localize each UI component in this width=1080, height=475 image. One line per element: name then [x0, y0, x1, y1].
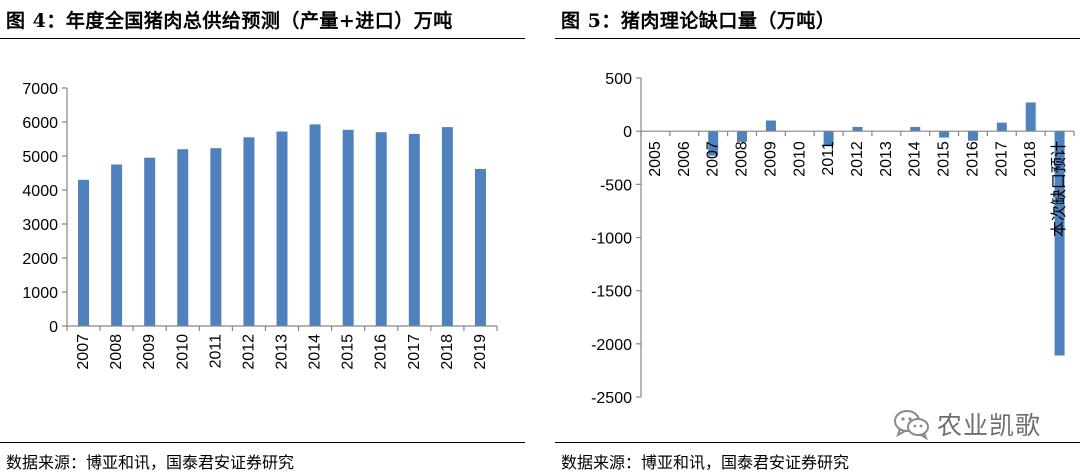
bar-2019 [474, 168, 486, 326]
bar-2015 [342, 129, 354, 326]
x-category-label: 2011 [207, 334, 224, 369]
source-rule [555, 442, 1080, 443]
x-category-label: 2016 [373, 334, 390, 370]
bar-2015 [939, 131, 950, 138]
pork-gap-chart: -2500 -2000 -1500 -1000 -500 0 500 2005 2006 2007… [591, 71, 1075, 407]
bar-2009 [765, 120, 776, 132]
x-category-label: 2018 [439, 334, 456, 370]
x-category-label: 2009 [762, 141, 779, 177]
supply-forecast-chart: 0 1000 2000 3000 4000 5000 6000 7000 2007 2008 200… [22, 81, 498, 370]
y-tick-label: -2000 [591, 337, 632, 354]
y-tick-label: 500 [605, 71, 632, 88]
x-category-label: 2013 [274, 334, 291, 370]
data-source-note: 数据来源：博亚和讯，国泰君安证券研究 [6, 453, 295, 472]
x-category-label: 2016 [964, 141, 981, 177]
x-category-label: 2015 [340, 334, 357, 370]
x-category-label: 2014 [307, 334, 324, 370]
bar-2011 [210, 148, 222, 326]
x-category-label: 2007 [75, 334, 92, 370]
y-tick-label: -1500 [591, 284, 632, 301]
title-rule [555, 38, 1080, 39]
bar-2012 [243, 137, 255, 326]
bar-2018 [441, 127, 453, 326]
x-category-label: 2013 [878, 141, 895, 177]
x-category-label: 2015 [936, 141, 953, 177]
y-tick-label: -2500 [591, 390, 632, 407]
x-category-label: 2017 [406, 334, 423, 370]
y-tick-label: -1000 [591, 231, 632, 248]
figure-4-title: 图 4：年度全国猪肉总供给预测（产量+进口）万吨 [6, 10, 453, 32]
wechat-icon [894, 410, 929, 440]
y-tick-label: -500 [600, 177, 632, 194]
bar-2014 [309, 124, 321, 326]
y-tick-label: 4000 [22, 183, 58, 200]
right-figure-panel: 图 5：猪肉理论缺口量（万吨） -2500 -2000 -1500 -1000 -500… [555, 0, 1080, 475]
x-category-label: 2005 [647, 141, 664, 177]
bar-2012 [852, 126, 863, 132]
bar-2017 [408, 133, 420, 326]
data-source-note: 数据来源：博亚和讯，国泰君安证券研究 [561, 453, 850, 472]
x-category-label: 2006 [676, 141, 693, 177]
source-rule [0, 442, 525, 443]
x-category-label: 2012 [240, 334, 257, 370]
bar-2011 [823, 131, 834, 147]
bar-2009 [144, 157, 156, 326]
title-rule [0, 38, 525, 39]
y-tick-label: 7000 [22, 81, 58, 98]
x-category-label: 2008 [108, 334, 125, 370]
figure-5-title: 图 5：猪肉理论缺口量（万吨） [561, 10, 836, 32]
y-tick-label: 3000 [22, 217, 58, 234]
bar-本次缺口预计 [1054, 131, 1065, 356]
wechat-watermark: 农业凯歌 [893, 404, 1041, 444]
x-category-label: 本次缺口预计 [1050, 141, 1068, 237]
bar-2007 [78, 179, 90, 326]
bar-2018 [1025, 102, 1036, 132]
y-tick-label: 5000 [22, 149, 58, 166]
bar-2013 [276, 131, 288, 326]
x-category-label: 2019 [472, 334, 489, 370]
bar-2008 [737, 131, 748, 142]
watermark-text: 农业凯歌 [937, 411, 1042, 440]
bar-2016 [375, 132, 387, 326]
bar-2010 [177, 149, 189, 326]
x-category-label: 2018 [1022, 141, 1039, 177]
x-category-label: 2009 [141, 334, 158, 370]
x-category-label: 2014 [907, 141, 924, 177]
x-category-label: 2010 [174, 334, 191, 370]
x-category-label: 2008 [734, 141, 751, 177]
bar-2008 [111, 164, 123, 326]
x-category-label: 2007 [705, 141, 722, 177]
y-tick-label: 0 [623, 124, 632, 141]
bar-2014 [910, 126, 921, 132]
x-category-label: 2017 [993, 141, 1010, 177]
y-tick-label: 0 [49, 319, 58, 336]
bar-2007 [708, 131, 719, 156]
bar-2017 [996, 122, 1007, 132]
x-category-label: 2012 [849, 141, 866, 177]
bar-2016 [967, 131, 978, 141]
x-category-label: 2010 [791, 141, 808, 177]
y-tick-label: 2000 [22, 251, 58, 268]
y-tick-label: 1000 [22, 285, 58, 302]
x-category-label: 2011 [820, 141, 837, 176]
left-figure-panel: 图 4：年度全国猪肉总供给预测（产量+进口）万吨 0 1000 2000 3000 40… [0, 0, 525, 475]
y-tick-label: 6000 [22, 115, 58, 132]
